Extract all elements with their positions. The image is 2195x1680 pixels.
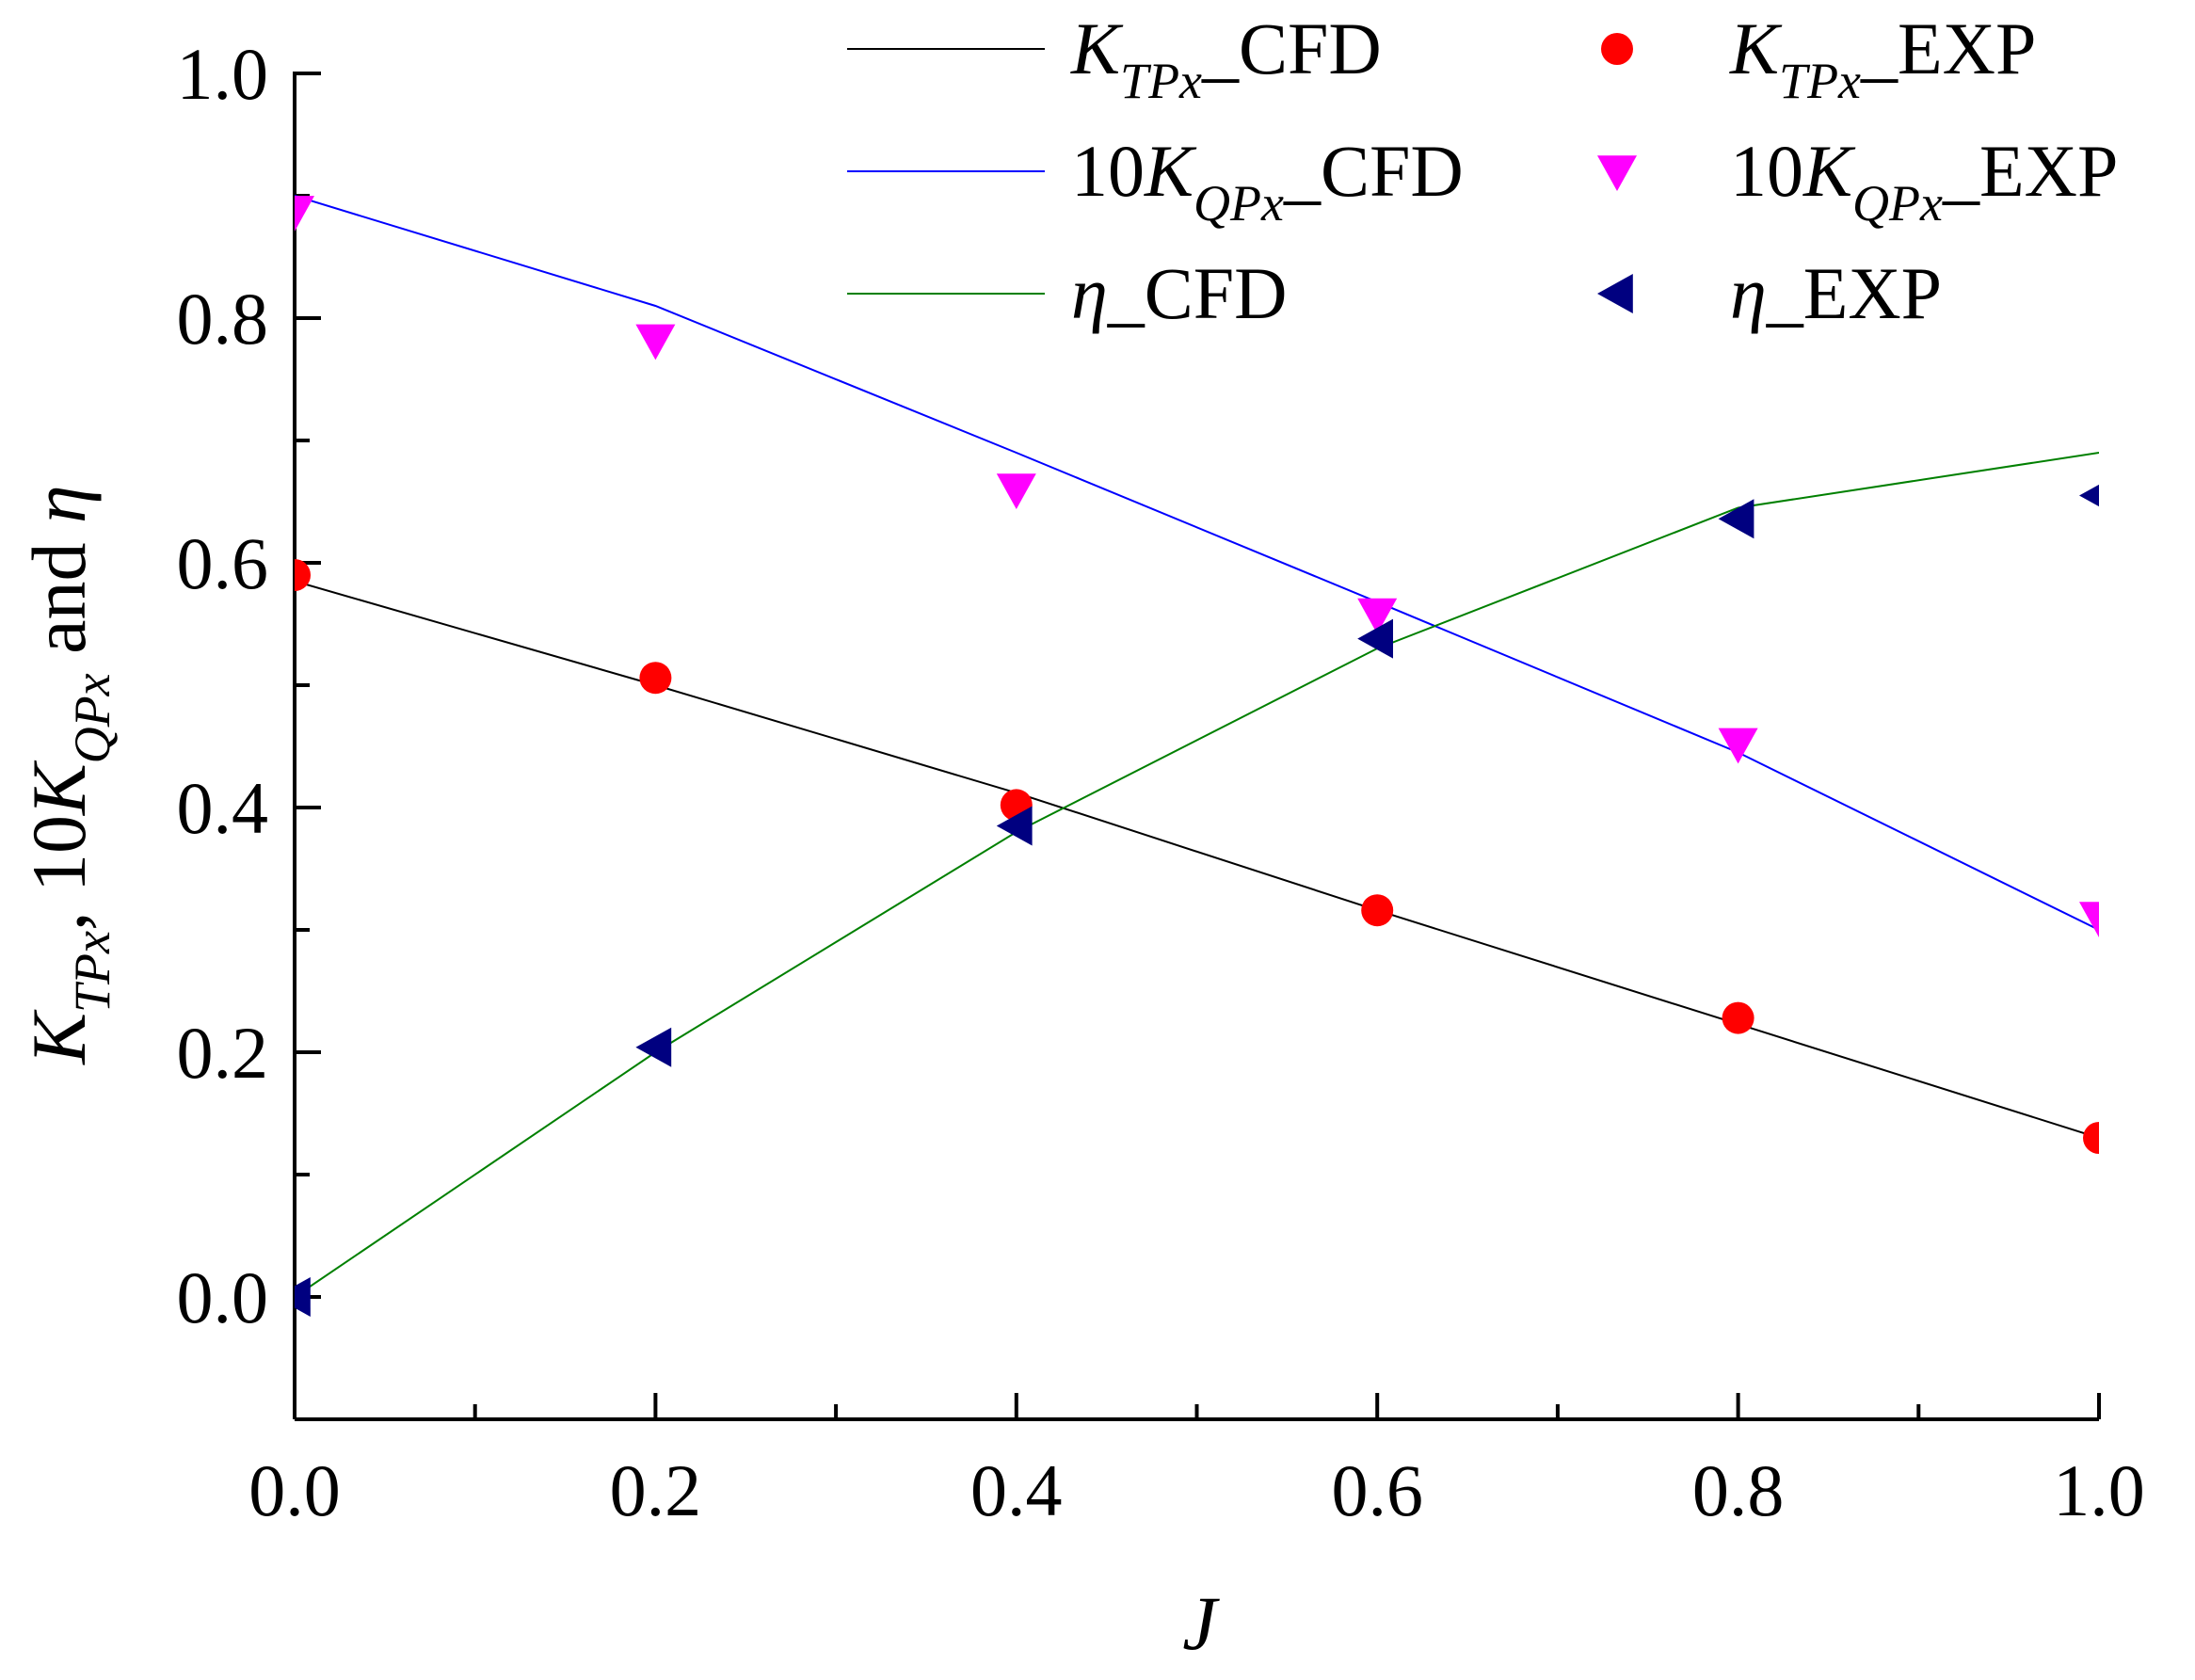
x-tick-label: 1.0 bbox=[2053, 1449, 2145, 1531]
data-point bbox=[1718, 499, 1754, 539]
series-K_TPx_CFD bbox=[295, 580, 2099, 1139]
legend-label: η_EXP bbox=[1730, 252, 1942, 334]
data-point bbox=[996, 806, 1033, 846]
series-line bbox=[295, 452, 2099, 1298]
legend-swatch bbox=[1597, 274, 1633, 313]
data-point bbox=[996, 473, 1036, 509]
data-point bbox=[639, 662, 672, 695]
y-axis-title: KTPx, 10KQPx and η bbox=[16, 485, 120, 1064]
series-eta_EXP bbox=[295, 484, 2099, 1317]
y-tick-label: 0.8 bbox=[177, 278, 269, 360]
data-point bbox=[2083, 1122, 2099, 1154]
legend-label: 10KQPx_EXP bbox=[1730, 130, 2118, 232]
series-10K_QPx_CFD bbox=[295, 195, 2099, 931]
x-tick-label: 0.2 bbox=[610, 1449, 702, 1531]
y-tick-label: 1.0 bbox=[177, 33, 269, 115]
axis-labels: J KTPx, 10KQPx and η bbox=[16, 485, 1220, 1666]
series-layer bbox=[295, 195, 2099, 1317]
data-point bbox=[295, 196, 314, 232]
data-point bbox=[1357, 598, 1398, 634]
legend-entry-10K_QPx_EXP: 10KQPx_EXP bbox=[1597, 130, 2118, 232]
y-tick-label: 0.2 bbox=[177, 1012, 269, 1094]
data-point bbox=[295, 1277, 311, 1317]
y-tick-label: 0.4 bbox=[177, 767, 269, 849]
data-point bbox=[635, 324, 676, 360]
x-tick-label: 0.6 bbox=[1331, 1449, 1423, 1531]
legend-entry-eta_EXP: η_EXP bbox=[1597, 252, 1942, 334]
series-K_TPx_EXP bbox=[295, 559, 2099, 1154]
legend-entry-K_TPx_CFD: KTPx_CFD bbox=[847, 8, 1382, 109]
x-tick-label: 0.4 bbox=[970, 1449, 1063, 1531]
series-line bbox=[295, 580, 2099, 1139]
legend-swatch bbox=[1601, 33, 1633, 65]
data-point bbox=[295, 559, 311, 591]
data-point bbox=[1718, 728, 1758, 764]
data-point bbox=[2079, 902, 2099, 937]
x-tick-label: 0.0 bbox=[248, 1449, 341, 1531]
series-line bbox=[295, 195, 2099, 931]
data-point bbox=[2079, 484, 2099, 507]
series-10K_QPx_EXP bbox=[295, 196, 2099, 937]
x-axis-title: J bbox=[1182, 1580, 1220, 1666]
y-tick-label: 0.0 bbox=[177, 1256, 269, 1338]
data-point bbox=[635, 1027, 672, 1067]
legend-label: 10KQPx_CFD bbox=[1071, 130, 1464, 232]
series-eta_CFD bbox=[295, 452, 2099, 1298]
data-point bbox=[1357, 618, 1393, 659]
data-point bbox=[1722, 1001, 1754, 1034]
axes: 0.0 0.2 0.4 0.6 0.8 1.0 0.0 0.2 0.4 0.6 0.8 1.0 bbox=[177, 33, 2145, 1531]
y-tick-label: 0.6 bbox=[177, 522, 269, 604]
data-point bbox=[1361, 894, 1394, 927]
legend-label: KTPx_CFD bbox=[1070, 8, 1382, 109]
y-ticks: 0.0 0.2 0.4 0.6 0.8 1.0 bbox=[177, 33, 321, 1421]
x-tick-label: 0.8 bbox=[1692, 1449, 1785, 1531]
legend-swatch bbox=[1597, 155, 1637, 191]
legend: KTPx_CFD KTPx_EXP 10KQPx_CFD 10KQPx_EXP η_CF… bbox=[847, 8, 2118, 334]
legend-entry-10K_QPx_CFD: 10KQPx_CFD bbox=[847, 130, 1464, 232]
legend-entry-K_TPx_EXP: KTPx_EXP bbox=[1601, 8, 2036, 109]
x-ticks: 0.0 0.2 0.4 0.6 0.8 1.0 bbox=[248, 1393, 2145, 1531]
legend-label: η_CFD bbox=[1071, 252, 1287, 334]
legend-label: KTPx_EXP bbox=[1729, 8, 2036, 109]
legend-entry-eta_CFD: η_CFD bbox=[847, 252, 1287, 334]
